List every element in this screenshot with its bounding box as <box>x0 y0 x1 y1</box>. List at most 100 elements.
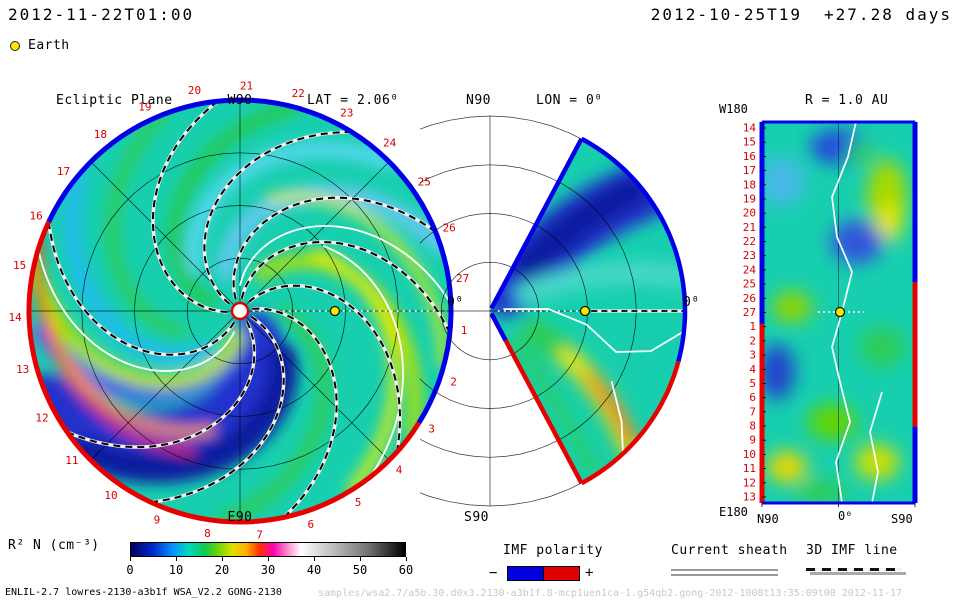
svg-text:24: 24 <box>743 263 757 276</box>
meridional-zero-label: 0⁰ <box>683 295 700 310</box>
imf-negative-swatch <box>507 566 544 581</box>
svg-text:3: 3 <box>749 349 756 362</box>
svg-text:10: 10 <box>743 448 756 461</box>
colorbar-tick-mark <box>130 557 131 561</box>
svg-text:19: 19 <box>743 193 756 206</box>
svg-text:13: 13 <box>16 363 29 376</box>
radius-1au-heatmap: 1415161718192021222324252627123456789101… <box>743 120 918 507</box>
colorbar-tick-mark <box>222 557 223 561</box>
svg-text:16: 16 <box>743 150 756 163</box>
ecliptic-title: Ecliptic Plane <box>56 93 173 108</box>
colorbar-tick-label: 60 <box>398 563 414 577</box>
colorbar-tick-label: 0 <box>126 563 134 577</box>
imf-line-dashes <box>806 568 902 571</box>
ecliptic-e90-label: E90 <box>227 510 253 525</box>
svg-text:9: 9 <box>749 434 756 447</box>
imf-line-icon <box>806 568 906 577</box>
colorbar-tick-label: 40 <box>306 563 322 577</box>
colorbar-label: R² N (cm⁻³) <box>8 538 100 553</box>
colorbar-tick-label: 10 <box>168 563 184 577</box>
svg-text:23: 23 <box>340 107 353 120</box>
svg-text:9: 9 <box>154 514 161 527</box>
svg-text:16: 16 <box>29 209 42 222</box>
model-version-info: ENLIL-2.7 lowres-2130-a3b1f WSA_V2.2 GON… <box>5 587 282 598</box>
latmap-e180-label: E180 <box>719 505 748 519</box>
reference-datetime-group: 2012-10-25T19 +27.28 days <box>651 5 952 24</box>
svg-text:13: 13 <box>743 491 756 504</box>
svg-text:3: 3 <box>428 423 435 436</box>
meridional-lon-label: LON = 0⁰ <box>536 93 603 108</box>
svg-text:20: 20 <box>188 84 201 97</box>
svg-text:21: 21 <box>743 221 756 234</box>
svg-text:20: 20 <box>743 207 756 220</box>
svg-text:12: 12 <box>743 476 756 489</box>
svg-text:24: 24 <box>383 136 397 149</box>
latmap-s90-label: S90 <box>891 512 913 526</box>
imf-line-title: 3D IMF line <box>806 543 898 558</box>
colorbar-tick-label: 50 <box>352 563 368 577</box>
meridional-s90-label: S90 <box>464 510 489 525</box>
svg-text:14: 14 <box>8 311 22 324</box>
svg-text:27: 27 <box>456 272 469 285</box>
ecliptic-lat-label: LAT = 2.06⁰ <box>307 93 399 108</box>
svg-text:1: 1 <box>749 320 756 333</box>
ecliptic-w90-label: W90 <box>227 93 253 108</box>
svg-text:15: 15 <box>13 259 26 272</box>
colorbar-ticks: 0 10 20 30 40 50 60 <box>126 557 413 581</box>
svg-text:19: 19 <box>138 101 151 114</box>
colorbar-tick-mark <box>360 557 361 561</box>
svg-text:22: 22 <box>743 235 756 248</box>
colorbar-tick-mark <box>176 557 177 561</box>
svg-text:7: 7 <box>749 405 756 418</box>
meridional-n90-label: N90 <box>466 93 491 108</box>
svg-text:8: 8 <box>749 420 756 433</box>
svg-text:2: 2 <box>450 375 457 388</box>
simulation-datetime: 2012-11-22T01:00 <box>8 5 195 24</box>
svg-text:12: 12 <box>35 411 48 424</box>
colorbar-tick-mark <box>268 557 269 561</box>
density-colorbar <box>130 542 406 557</box>
svg-text:18: 18 <box>94 128 107 141</box>
svg-text:21: 21 <box>240 80 253 93</box>
earth-icon <box>10 40 20 51</box>
svg-text:17: 17 <box>57 165 70 178</box>
start-datetime: 2012-10-25T19 <box>650 5 803 24</box>
svg-text:5: 5 <box>749 377 756 390</box>
svg-text:4: 4 <box>396 464 403 477</box>
imf-minus-sign: − <box>489 565 498 581</box>
latmap-zero-label: 0⁰ <box>838 509 853 523</box>
meridional-plane-heatmap <box>420 115 688 507</box>
earth-legend: Earth <box>10 38 70 53</box>
svg-text:27: 27 <box>743 306 756 319</box>
svg-text:5: 5 <box>355 496 362 509</box>
svg-text:18: 18 <box>743 178 756 191</box>
svg-text:23: 23 <box>743 249 756 262</box>
latmap-title: R = 1.0 AU <box>805 93 889 108</box>
svg-text:2: 2 <box>749 334 756 347</box>
imf-line-shadow <box>810 572 906 575</box>
colorbar-tick-mark <box>314 557 315 561</box>
latmap-w180-label: W180 <box>719 102 748 116</box>
colorbar-tick-label: 20 <box>214 563 230 577</box>
colorbar-tick-label: 30 <box>260 563 276 577</box>
imf-positive-swatch <box>543 566 580 581</box>
svg-text:22: 22 <box>292 87 305 100</box>
svg-text:6: 6 <box>749 391 756 404</box>
imf-plus-sign: + <box>585 565 594 581</box>
run-id-watermark: samples/wsa2.7/a5b.30.d0x3.2130-a3b1f.8-… <box>318 588 902 599</box>
svg-text:14: 14 <box>743 122 757 135</box>
latmap-n90-label: N90 <box>757 512 779 526</box>
svg-text:10: 10 <box>104 489 117 502</box>
current-sheath-icon <box>671 569 778 576</box>
ecliptic-zero-label: 0⁰ <box>447 295 464 310</box>
svg-text:11: 11 <box>65 454 78 467</box>
earth-legend-label: Earth <box>28 38 70 53</box>
svg-text:4: 4 <box>749 363 756 376</box>
imf-polarity-swatches <box>507 566 580 581</box>
svg-text:17: 17 <box>743 164 756 177</box>
svg-text:8: 8 <box>204 527 211 540</box>
svg-text:6: 6 <box>307 518 314 531</box>
svg-text:26: 26 <box>743 292 756 305</box>
